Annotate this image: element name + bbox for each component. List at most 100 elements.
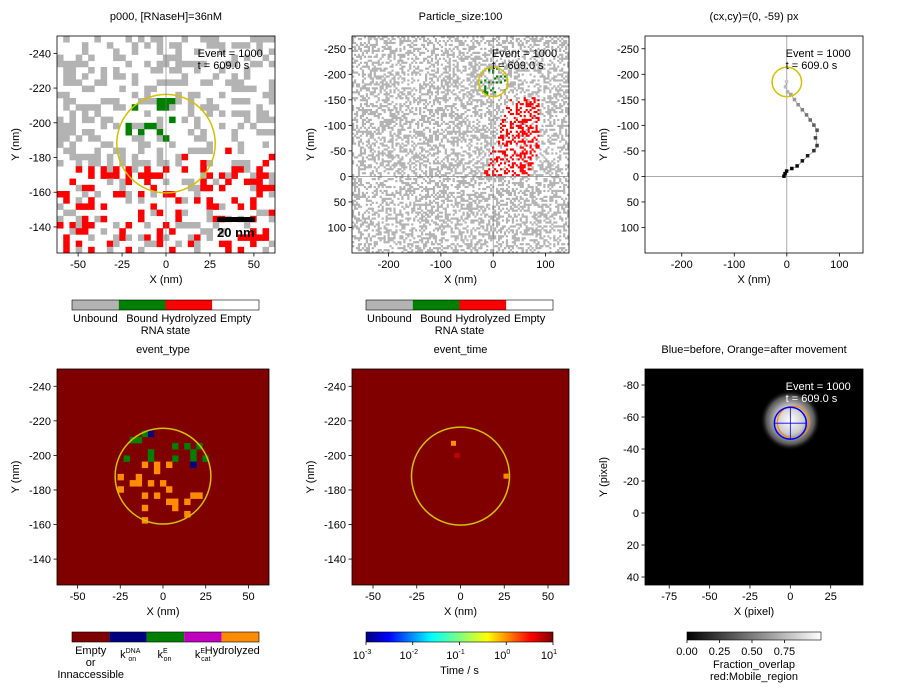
heatmap-cell <box>405 178 408 181</box>
heatmap-cell <box>442 158 445 161</box>
heatmap-cell <box>454 118 457 122</box>
heatmap-cell <box>499 81 503 84</box>
heatmap-cell <box>515 209 518 212</box>
heatmap-cell <box>480 148 483 151</box>
heatmap-cell <box>497 41 501 45</box>
heatmap-cell <box>557 118 560 122</box>
heatmap-cell <box>413 209 416 212</box>
heatmap-cell <box>373 174 376 177</box>
heatmap-cell <box>387 103 390 106</box>
heatmap-cell <box>456 65 459 68</box>
heatmap-cell <box>256 60 263 68</box>
heatmap-cell <box>476 39 479 43</box>
heatmap-cell <box>385 180 388 183</box>
heatmap-cell <box>419 185 422 189</box>
heatmap-cell <box>456 162 459 165</box>
heatmap-cell <box>555 41 558 45</box>
heatmap-cell <box>446 195 449 198</box>
heatmap-cell <box>81 228 89 235</box>
heatmap-cell <box>505 53 509 56</box>
heatmap-cell <box>442 219 445 222</box>
heatmap-cell <box>417 79 420 82</box>
heatmap-cell <box>379 181 382 185</box>
heatmap-cell <box>543 150 546 153</box>
heatmap-cell <box>423 140 426 143</box>
heatmap-cell <box>494 178 497 181</box>
heatmap-cell <box>482 209 485 212</box>
heatmap-cell <box>262 246 270 253</box>
heatmap-cell <box>407 53 410 56</box>
heatmap-cell <box>490 99 493 102</box>
heatmap-cell <box>393 132 396 135</box>
heatmap-cell <box>393 83 396 86</box>
heatmap-cell <box>462 219 465 222</box>
heatmap-cell <box>523 132 526 135</box>
heatmap-cell <box>529 114 532 118</box>
heatmap-cell <box>505 142 509 145</box>
heatmap-cell <box>363 103 367 106</box>
heatmap-cell <box>513 77 516 80</box>
heatmap-cell <box>409 87 412 90</box>
heatmap-cell <box>156 36 164 43</box>
heatmap-cell <box>393 193 396 196</box>
heatmap-cell <box>419 51 422 54</box>
heatmap-cell <box>440 189 443 193</box>
heatmap-cell <box>523 55 526 58</box>
heatmap-cell <box>460 89 463 92</box>
heatmap-cell <box>262 91 270 99</box>
heatmap-cell <box>371 67 374 70</box>
heatmap-cell <box>175 54 182 62</box>
heatmap-cell <box>563 85 566 88</box>
heatmap-cell <box>511 209 514 212</box>
heatmap-cell <box>353 193 357 196</box>
heatmap-cell <box>456 126 459 129</box>
heatmap-cell <box>499 178 503 181</box>
heatmap-cell <box>395 122 398 125</box>
heatmap-cell <box>144 110 151 117</box>
heatmap-cell <box>450 193 453 196</box>
heatmap-cell <box>519 120 522 123</box>
heatmap-cell <box>503 211 507 214</box>
heatmap-cell <box>409 126 412 129</box>
heatmap-cell <box>377 116 380 120</box>
heatmap-cell <box>385 85 388 88</box>
heatmap-cell <box>557 73 560 76</box>
heatmap-cell <box>563 120 566 123</box>
heatmap-cell <box>401 67 404 70</box>
heatmap-cell <box>557 55 560 58</box>
heatmap-cell <box>436 138 439 141</box>
heatmap-cell <box>458 181 461 185</box>
heatmap-cell <box>523 37 526 41</box>
heatmap-cell <box>513 83 516 86</box>
heatmap-cell <box>424 93 428 96</box>
heatmap-cell <box>513 172 516 175</box>
heatmap-cell <box>393 166 396 169</box>
heatmap-cell <box>531 39 534 43</box>
heatmap-cell <box>482 166 485 169</box>
heatmap-cell <box>426 209 430 212</box>
heatmap-cell <box>474 180 477 183</box>
heatmap-cell <box>194 191 201 198</box>
heatmap-cell <box>468 215 471 218</box>
heatmap-cell <box>426 89 430 92</box>
heatmap-cell <box>391 114 394 118</box>
heatmap-cell <box>450 152 453 155</box>
heatmap-cell <box>415 39 418 43</box>
heatmap-cell <box>452 158 455 161</box>
heatmap-cell <box>497 69 501 72</box>
heatmap-cell <box>363 118 367 122</box>
heatmap-cell <box>509 81 512 84</box>
heatmap-cell <box>389 156 392 159</box>
heatmap-cell <box>243 116 251 124</box>
heatmap-cell <box>419 53 422 56</box>
heatmap-cell <box>113 234 120 241</box>
heatmap-cell <box>478 73 481 76</box>
heatmap-cell <box>200 60 207 68</box>
heatmap-cell <box>383 99 386 102</box>
heatmap-cell <box>150 240 157 248</box>
heatmap-cell <box>507 140 511 143</box>
heatmap-cell <box>541 162 544 165</box>
heatmap-cell <box>385 219 388 222</box>
heatmap-cell <box>413 219 416 222</box>
heatmap-cell <box>365 130 368 133</box>
